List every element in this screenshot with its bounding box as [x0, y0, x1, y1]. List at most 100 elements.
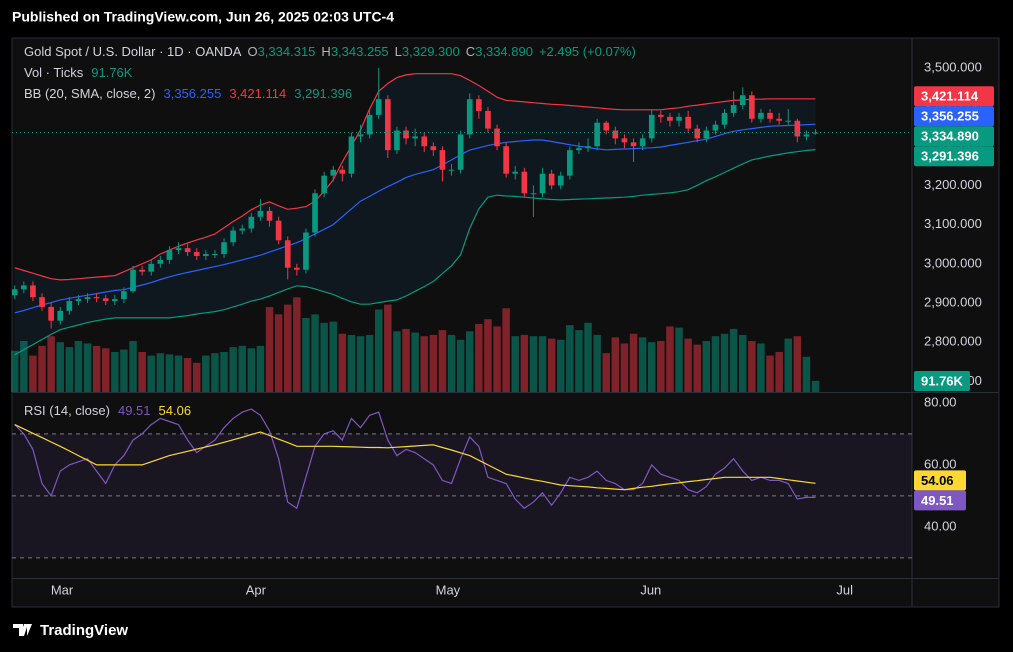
volume-bar — [602, 353, 610, 392]
volume-bar — [502, 308, 510, 392]
candle-body — [466, 99, 473, 135]
candle-body — [621, 138, 628, 143]
volume-bar — [375, 309, 383, 392]
legend-bb: BB (20, SMA, close, 2) 3,356.255 3,421.114… — [24, 86, 352, 101]
candle-body — [403, 130, 409, 139]
volume-bar — [384, 304, 392, 392]
volume-bar — [193, 362, 201, 392]
candle-body — [357, 134, 364, 137]
volume-bar — [274, 314, 283, 392]
close-key: C — [466, 44, 475, 59]
volume-bar — [629, 333, 638, 392]
x-tick-label: May — [436, 582, 461, 597]
candle-body — [321, 175, 327, 194]
volume-bar — [220, 351, 228, 392]
candle-body — [266, 210, 273, 221]
rsi-title: RSI (14, close) — [24, 403, 110, 418]
candle-body — [412, 136, 418, 139]
candle-body — [485, 110, 491, 129]
bb-title: BB (20, SMA, close, 2) — [24, 86, 156, 101]
volume-bar — [666, 326, 674, 392]
y-tick-label: 3,000.000 — [924, 255, 982, 270]
candle-body — [312, 193, 318, 233]
volume-bar — [511, 336, 519, 392]
volume-bar — [174, 355, 183, 392]
volume-bar — [529, 336, 538, 392]
candle-body — [812, 132, 819, 134]
volume-bar — [475, 324, 483, 392]
bb-basis-badge — [914, 106, 994, 127]
candle-body — [548, 173, 555, 186]
volume-bar — [466, 331, 474, 392]
candle-body — [794, 120, 801, 137]
bb-lower-badge — [914, 146, 994, 167]
volume-bar — [402, 328, 410, 392]
symbol-title: Gold Spot / U.S. Dollar · 1D · OANDA — [24, 44, 242, 59]
candle-body — [667, 116, 673, 121]
open-value: 3,334.315 — [258, 44, 316, 59]
candle-body — [494, 128, 500, 147]
rsi-series-label: 54.06 — [921, 473, 954, 488]
candle-body — [48, 306, 54, 321]
candle-body — [603, 122, 610, 131]
candle-body — [157, 259, 164, 264]
candle-body — [203, 254, 209, 256]
legend-volume: Vol · Ticks 91.76K — [24, 65, 133, 80]
brand-icon — [13, 624, 32, 636]
candle-body — [803, 134, 810, 137]
candle-body — [257, 210, 264, 217]
x-tick-label: Jun — [640, 582, 661, 597]
volume-bar — [320, 322, 328, 392]
y-tick-label: 2,800.000 — [924, 334, 982, 349]
volume-bar — [120, 349, 128, 392]
candle-body — [212, 254, 218, 256]
candle-body — [630, 142, 637, 147]
volume-bar — [702, 341, 711, 392]
candle-body — [66, 301, 73, 311]
candle-body — [275, 220, 282, 241]
candle-body — [75, 299, 82, 302]
candle-body — [221, 242, 227, 255]
volume-bar — [238, 345, 246, 392]
volume-bar — [775, 351, 783, 392]
x-tick-label: Apr — [246, 582, 267, 597]
candle-body — [448, 169, 455, 171]
candle-body — [594, 122, 600, 147]
volume-bar — [65, 347, 74, 392]
volume-bar — [211, 353, 219, 392]
volume-bar — [739, 334, 747, 392]
volume-bar — [611, 337, 620, 392]
candle-body — [703, 130, 710, 139]
volume-bar — [247, 348, 256, 392]
volume-bar — [720, 333, 729, 392]
y-tick-label: 80.00 — [924, 394, 957, 409]
volume-bar — [811, 380, 820, 392]
volume-bar — [575, 330, 583, 392]
candle-body — [694, 128, 701, 139]
volume-bar — [293, 297, 301, 392]
candle-body — [348, 136, 355, 174]
volume-bar — [493, 326, 501, 392]
candle-body — [394, 130, 400, 151]
volume-bar — [456, 339, 465, 392]
candle-body — [521, 171, 528, 194]
volume-bar — [793, 336, 802, 392]
last-price-badge — [914, 126, 994, 147]
legend-rsi: RSI (14, close) 49.51 54.06 — [24, 403, 191, 418]
volume-bar — [438, 330, 447, 392]
volume-bar — [202, 355, 210, 392]
volume-bar — [757, 343, 765, 392]
volume-title: Vol · Ticks — [24, 65, 84, 80]
candle-body — [121, 291, 127, 300]
volume-bar — [766, 355, 774, 392]
candle-body — [576, 148, 582, 151]
volume-bar — [92, 345, 101, 392]
volume-bar — [265, 307, 274, 392]
candle-body — [239, 228, 246, 231]
candle-body — [112, 299, 118, 302]
volume-bar — [111, 351, 119, 392]
volume-bar — [56, 342, 64, 392]
candle-body — [557, 175, 564, 186]
